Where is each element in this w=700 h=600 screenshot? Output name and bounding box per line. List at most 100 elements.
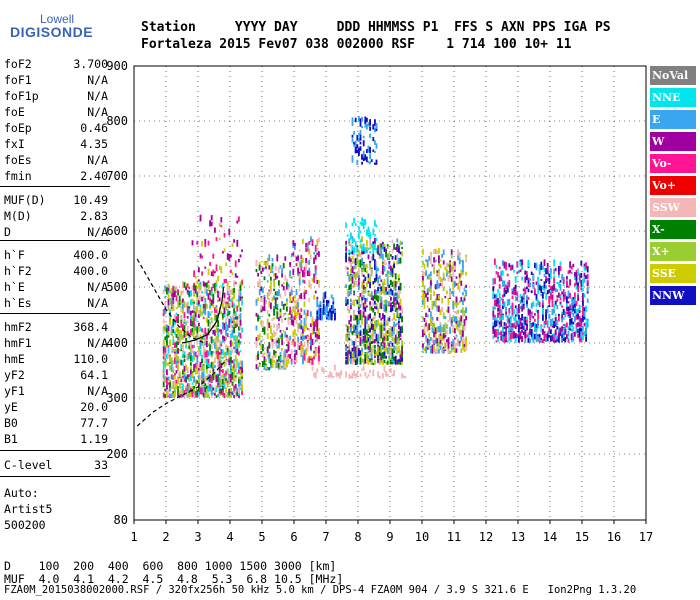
echo-point <box>449 272 451 279</box>
echo-point <box>310 337 312 342</box>
echo-point <box>166 328 168 333</box>
echo-point <box>372 281 375 284</box>
echo-point <box>585 321 587 329</box>
param-value: N/A <box>87 280 108 294</box>
echo-point <box>438 349 440 354</box>
echo-point <box>182 344 184 348</box>
echo-point <box>274 291 277 296</box>
echo-point <box>198 378 200 383</box>
echo-point <box>284 303 287 306</box>
echo-point <box>391 269 394 275</box>
echo-point <box>193 270 195 277</box>
echo-point <box>367 277 370 283</box>
echo-point <box>318 347 320 354</box>
echo-point <box>258 265 261 271</box>
echo-point <box>399 251 402 255</box>
echo-point <box>398 274 400 278</box>
echo-point <box>430 337 432 341</box>
echo-point <box>286 283 288 290</box>
echo-point <box>303 335 306 340</box>
echo-point <box>302 357 304 365</box>
echo-point <box>530 330 533 337</box>
echo-point <box>356 353 359 358</box>
echo-point <box>193 364 195 371</box>
echo-point <box>236 321 239 327</box>
echo-point <box>233 239 235 243</box>
echo-point <box>391 326 394 332</box>
echo-point <box>170 325 173 331</box>
echo-point <box>193 376 195 383</box>
echo-point <box>164 309 167 315</box>
echo-point <box>313 356 315 359</box>
echo-point <box>210 375 213 382</box>
echo-point <box>289 310 291 315</box>
echo-point <box>204 383 207 386</box>
echo-point <box>289 353 291 359</box>
echo-point <box>201 291 203 294</box>
echo-point <box>183 325 186 330</box>
echo-point <box>238 314 240 319</box>
echo-point <box>495 320 498 327</box>
echo-point <box>450 273 453 276</box>
echo-point <box>532 274 535 280</box>
echo-point <box>332 301 335 305</box>
echo-point <box>516 321 519 327</box>
echo-point <box>377 371 379 378</box>
echo-point <box>542 302 544 305</box>
echo-point <box>218 369 221 376</box>
echo-point <box>521 276 523 281</box>
echo-point <box>191 349 194 353</box>
echo-point <box>359 357 362 364</box>
echo-point <box>175 355 178 361</box>
echo-point <box>449 314 451 321</box>
param-name: C-level <box>4 458 53 472</box>
echo-point <box>214 227 216 233</box>
echo-point <box>196 305 199 313</box>
echo-point <box>186 301 189 307</box>
echo-point <box>460 269 463 277</box>
echo-point <box>399 326 402 334</box>
echo-point <box>310 360 312 365</box>
echo-point <box>263 347 266 350</box>
echo-point <box>318 333 320 340</box>
echo-point <box>441 280 443 288</box>
echo-point <box>351 156 354 163</box>
echo-point <box>226 391 229 398</box>
echo-point <box>545 285 547 289</box>
echo-point <box>510 305 512 309</box>
echo-point <box>262 344 264 351</box>
echo-point <box>209 349 211 355</box>
echo-point <box>282 303 285 310</box>
echo-point <box>222 369 224 374</box>
echo-point <box>268 354 271 357</box>
echo-point <box>362 219 365 223</box>
echo-point <box>204 391 207 398</box>
param-name: foEs <box>4 153 32 167</box>
echo-point <box>577 271 579 276</box>
echo-point <box>441 298 443 304</box>
echo-point <box>569 279 571 286</box>
echo-point <box>231 243 234 247</box>
echo-point <box>498 275 501 282</box>
echo-point <box>204 239 207 246</box>
echo-point <box>434 303 437 308</box>
echo-point <box>180 393 183 398</box>
echo-point <box>457 340 459 344</box>
echo-point <box>457 249 459 256</box>
echo-point <box>356 359 359 365</box>
echo-point <box>386 360 389 365</box>
echo-point <box>553 259 555 267</box>
echo-point <box>226 368 229 374</box>
param-row-5: fxI 4.35 <box>4 137 108 153</box>
echo-point <box>263 267 266 270</box>
echo-point <box>218 222 221 227</box>
echo-point <box>162 392 165 398</box>
x-tick-label: 11 <box>447 530 461 544</box>
echo-point <box>559 280 562 283</box>
echo-point <box>574 272 576 277</box>
echo-point <box>220 376 223 380</box>
echo-point <box>361 245 363 252</box>
echo-point <box>564 337 567 343</box>
echo-point <box>204 243 207 247</box>
echo-point <box>553 275 555 279</box>
